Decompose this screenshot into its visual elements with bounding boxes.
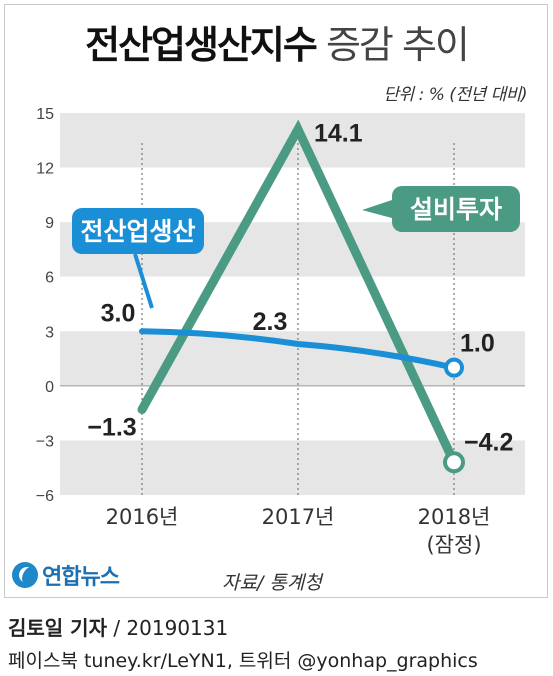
line-chart: 15 12 9 6 3 0 −3 −6 2016년 2017년 2018년 (잠정) 3.0 2.3 1… <box>36 106 525 557</box>
callout-pointer-production <box>133 253 154 309</box>
callout-label-production: 전산업생산 <box>80 217 195 246</box>
byline-name: 김토일 기자 <box>8 616 107 640</box>
chart-title: 전산업생산지수 증감 추이 <box>0 14 553 69</box>
category-guides <box>141 143 455 495</box>
y-tick-label: 6 <box>45 270 54 287</box>
data-label: 1.0 <box>460 330 495 358</box>
data-label: −1.3 <box>87 414 136 442</box>
logo-text: 연합뉴스 <box>42 565 120 590</box>
title-sub: 증감 추이 <box>325 23 470 67</box>
y-tick-label: −3 <box>36 433 54 450</box>
callout-box-production <box>72 208 204 254</box>
point-investment <box>443 451 465 474</box>
series-line-production <box>139 328 457 371</box>
y-tick-label: 0 <box>45 379 54 396</box>
y-tick-label: 12 <box>36 161 54 178</box>
byline: 김토일 기자 / 20190131 <box>8 612 228 641</box>
x-tick-sublabel: (잠정) <box>426 533 481 557</box>
graphic-frame <box>4 4 548 598</box>
data-label: 3.0 <box>101 299 136 327</box>
data-label: 2.3 <box>253 308 288 336</box>
series-callouts: 전산업생산 설비투자 <box>72 186 520 309</box>
series-line-investment <box>137 119 459 467</box>
x-axis-ticks: 2016년 2017년 2018년 (잠정) <box>106 505 491 557</box>
callout-box-investment <box>392 186 520 232</box>
grid-band <box>60 385 525 441</box>
callout-label-investment: 설비투자 <box>410 195 502 224</box>
y-tick-label: 9 <box>45 215 54 232</box>
callout-pointer-investment <box>362 200 392 218</box>
y-tick-label: 3 <box>45 324 54 341</box>
title-main: 전산업생산지수 <box>85 23 318 67</box>
social-links: 페이스북 tuney.kr/LeYN1, 트위터 @yonhap_graphic… <box>8 650 478 672</box>
series-lines <box>137 119 465 474</box>
y-axis-ticks: 15 12 9 6 3 0 −3 −6 <box>36 106 54 505</box>
source-note: 자료/ 통계청 <box>222 572 322 594</box>
logo-mark-icon <box>12 562 38 588</box>
grid-bands <box>60 113 525 495</box>
grid-band <box>60 276 525 332</box>
byline-date: / 20190131 <box>113 616 229 640</box>
y-tick-label: 15 <box>36 106 54 123</box>
unit-note: 단위 : % (전년 대비) <box>383 85 527 105</box>
x-tick-label: 2016년 <box>106 505 179 529</box>
data-label: −4.2 <box>464 428 513 456</box>
y-tick-label: −6 <box>36 488 54 505</box>
point-production <box>444 357 464 378</box>
data-label: 14.1 <box>314 119 363 147</box>
x-tick-label: 2018년 <box>418 505 491 529</box>
data-labels: 3.0 2.3 1.0 −1.3 14.1 −4.2 <box>87 119 513 456</box>
x-tick-label: 2017년 <box>262 505 335 529</box>
yonhap-logo: 연합뉴스 <box>12 560 120 590</box>
